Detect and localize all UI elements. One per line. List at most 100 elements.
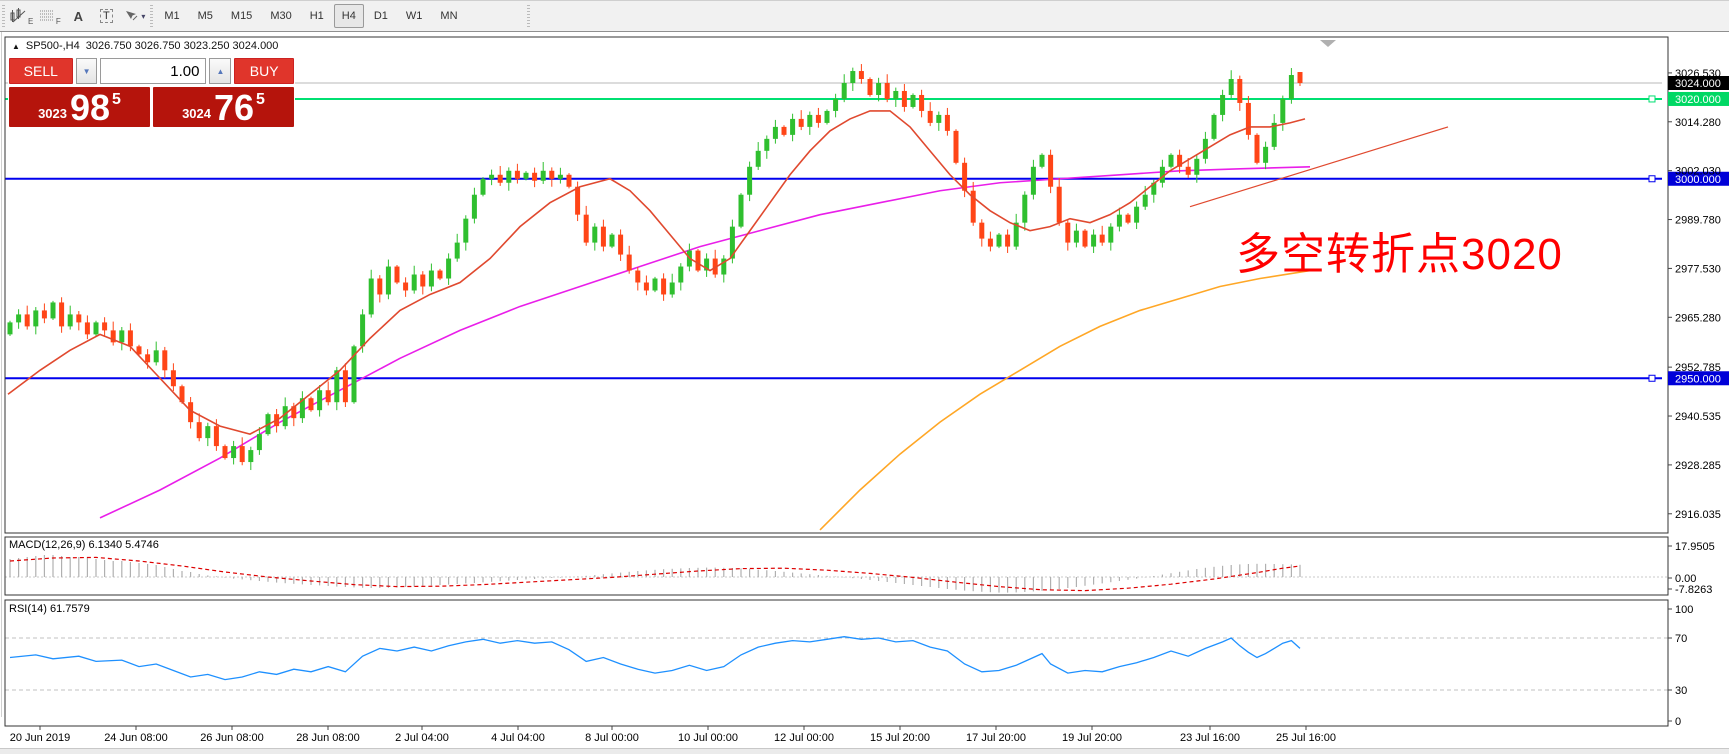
main-panel-border	[4, 36, 1669, 534]
timeframe-button-m15[interactable]: M15	[230, 10, 253, 22]
grid-icon[interactable]: F	[39, 10, 61, 26]
trendline	[1189, 126, 1449, 208]
text-label-icon[interactable]: A	[73, 8, 84, 24]
timeframe-button-m1[interactable]: M1	[164, 10, 180, 22]
price-tick-label: 2952.785	[1675, 362, 1721, 374]
price-tick-label: 2928.285	[1675, 460, 1721, 472]
price-badge-label: 3024.000	[1675, 78, 1721, 90]
cursor-tool-icon[interactable]: ▾	[121, 3, 147, 29]
macd-scale-label: 0.00	[1675, 573, 1696, 585]
timeframe-button-h4[interactable]: H4	[333, 4, 364, 28]
rsi-scale-label: 30	[1675, 685, 1687, 697]
rsi-scale-label: 100	[1675, 604, 1693, 616]
buy-price-pips: 76	[213, 87, 255, 128]
price-badge-label: 3020.000	[1675, 94, 1721, 106]
ma-fast-red	[7, 110, 1306, 435]
dropdown-caret-icon: ▾	[141, 11, 146, 21]
buy-button[interactable]: BUY	[234, 58, 294, 84]
time-tick-label: 20 Jun 2019	[10, 732, 71, 744]
rsi-indicator-label: RSI(14) 61.7579	[9, 603, 90, 615]
sell-price-panel[interactable]: 3023 98 5	[9, 87, 150, 127]
macd-histogram	[9, 555, 1301, 593]
time-tick-label: 25 Jul 16:00	[1276, 732, 1336, 744]
hline-3020-handle	[1648, 95, 1656, 103]
price-badge-label: 3000.000	[1675, 174, 1721, 186]
price-tick-label: 3002.030	[1675, 166, 1721, 178]
price-tick-label: 2989.780	[1675, 215, 1721, 227]
window-bottom-strip	[0, 748, 1729, 754]
macd-panel-border	[4, 536, 1669, 596]
macd-scale-label: -7.8263	[1675, 584, 1712, 596]
time-tick-label: 10 Jul 00:00	[678, 732, 738, 744]
chart-window[interactable]: MACD(12,26,9) 6.1340 5.4746 RSI(14) 61.75…	[0, 31, 1729, 754]
rsi-scale-label: 0	[1675, 716, 1681, 728]
sell-price-fraction: 5	[112, 91, 121, 108]
timeframe-button-w1[interactable]: W1	[405, 10, 423, 22]
chart-shift-marker	[1320, 40, 1336, 47]
candles-pen-icon	[10, 8, 26, 23]
timeframe-bar: M1 M5 M15 M30 H1 H4 D1 W1 MN	[155, 4, 466, 28]
one-click-trading-panel: SELL ▼ ▲ BUY 3023 98 5 3024 76 5	[8, 57, 295, 128]
price-tick-label: 2965.280	[1675, 312, 1721, 324]
timeframe-button-m5[interactable]: M5	[197, 10, 213, 22]
rsi-panel-border	[4, 599, 1669, 727]
time-tick-label: 26 Jun 08:00	[200, 732, 264, 744]
price-tick-label: 2916.035	[1675, 509, 1721, 521]
time-tick-label: 19 Jul 20:00	[1062, 732, 1122, 744]
macd-scale-label: 17.9505	[1675, 541, 1715, 553]
time-axis	[39, 726, 1307, 730]
candlestick-series	[7, 64, 1303, 471]
rsi-scale-label: 70	[1675, 633, 1687, 645]
toolbar: E F A T ▾ M1 M5 M15 M30 H1 H4 D1 W1 MN	[0, 0, 1729, 32]
time-tick-label: 2 Jul 04:00	[395, 732, 449, 744]
price-badge	[1668, 371, 1729, 386]
chart-text-annotation: 多空转折点3020	[1236, 230, 1563, 279]
toolbar-separator-2	[526, 5, 530, 27]
collapse-arrow-icon[interactable]: ▲	[12, 41, 20, 51]
price-tick-label: 2940.535	[1675, 411, 1721, 423]
sell-button[interactable]: SELL	[9, 58, 73, 84]
rsi-line	[9, 636, 1301, 681]
price-badge	[1668, 76, 1729, 90]
buy-price-panel[interactable]: 3024 76 5	[153, 87, 294, 127]
macd-indicator-label: MACD(12,26,9) 6.1340 5.4746	[9, 539, 159, 551]
hline-2950-handle	[1648, 374, 1656, 382]
symbol-timeframe-label: SP500-,H4	[25, 40, 80, 52]
price-badge	[1668, 91, 1729, 106]
macd-signal-line	[9, 556, 1301, 592]
toolbar-grip[interactable]	[2, 5, 5, 27]
ohlc-values: 3026.750 3026.750 3023.250 3024.000	[85, 40, 279, 52]
time-tick-label: 23 Jul 16:00	[1180, 732, 1240, 744]
price-scale	[1668, 72, 1729, 515]
timeframe-button-h1[interactable]: H1	[309, 10, 324, 22]
time-tick-label: 4 Jul 04:00	[491, 732, 545, 744]
volume-input[interactable]	[100, 58, 207, 84]
time-tick-label: 15 Jul 20:00	[870, 732, 930, 744]
toolbar-separator	[150, 5, 154, 27]
time-tick-label: 24 Jun 08:00	[104, 732, 168, 744]
hline-3000-handle	[1648, 175, 1656, 183]
price-badge-label: 2950.000	[1675, 373, 1721, 385]
chart-canvas[interactable]: MACD(12,26,9) 6.1340 5.4746 RSI(14) 61.75…	[0, 31, 1729, 753]
symbol-header: ▲ SP500-,H4 3026.750 3026.750 3023.250 3…	[12, 40, 278, 52]
price-tick-label: 2977.530	[1675, 263, 1721, 275]
price-tick-label: 3014.280	[1675, 117, 1721, 129]
time-tick-label: 28 Jun 08:00	[296, 732, 360, 744]
timeframe-button-m30[interactable]: M30	[270, 10, 292, 22]
volume-down-button[interactable]: ▼	[75, 58, 98, 84]
volume-up-button[interactable]: ▲	[209, 58, 232, 84]
sell-price-handle: 3023	[38, 106, 67, 121]
time-tick-label: 8 Jul 00:00	[585, 732, 639, 744]
text-box-icon[interactable]: T	[93, 3, 119, 29]
price-badge	[1668, 171, 1729, 186]
new-chart-icon[interactable]: E	[8, 3, 35, 29]
time-tick-label: 12 Jul 00:00	[774, 732, 834, 744]
timeframe-button-d1[interactable]: D1	[373, 10, 388, 22]
buy-price-handle: 3024	[182, 106, 211, 121]
timeframe-button-mn[interactable]: MN	[440, 10, 458, 22]
sell-price-pips: 98	[69, 87, 111, 128]
price-tick-label: 3026.530	[1675, 68, 1721, 80]
time-tick-label: 17 Jul 20:00	[966, 732, 1026, 744]
buy-price-fraction: 5	[256, 91, 265, 108]
